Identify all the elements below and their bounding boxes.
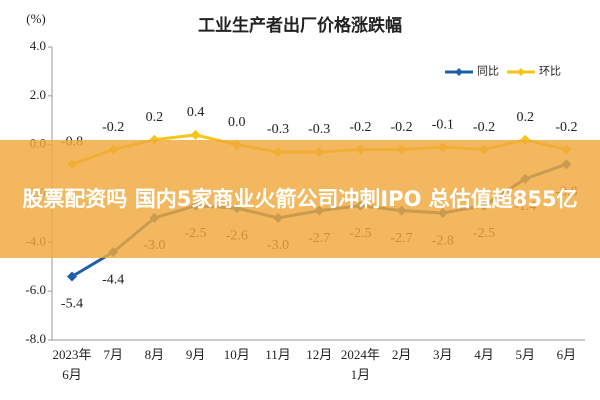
x-tick-label: 2023年 6月: [52, 347, 91, 382]
value-label: -0.2: [102, 120, 124, 135]
value-label: 0.0: [228, 115, 246, 130]
banner-text: 股票配资吗 国内5家商业火箭公司冲刺IPO 总估值超855亿: [22, 187, 578, 211]
chart-title: 工业生产者出厂价格涨跌幅: [198, 15, 402, 36]
banner: 股票配资吗 国内5家商业火箭公司冲刺IPO 总估值超855亿: [0, 140, 600, 258]
value-label: -0.3: [308, 122, 330, 137]
y-tick-label: 4.0: [30, 38, 46, 53]
legend-label: 同比: [477, 65, 499, 78]
marker: [190, 129, 201, 140]
value-label: -0.2: [349, 120, 371, 135]
x-tick-label: 9月: [186, 347, 206, 362]
value-label: -0.1: [432, 117, 454, 132]
legend-marker: [455, 68, 463, 76]
value-label: -4.4: [102, 272, 124, 287]
value-label: -0.2: [391, 120, 413, 135]
x-tick-label: 7月: [103, 347, 123, 362]
x-tick-label: 2月: [392, 347, 412, 362]
y-unit: (%): [26, 11, 46, 26]
value-label: -0.2: [473, 120, 495, 135]
x-tick-label: 2024年 1月: [341, 347, 380, 382]
value-label: -0.2: [555, 120, 577, 135]
value-label: 0.4: [187, 105, 205, 120]
legend-marker: [517, 68, 525, 76]
value-label: 0.2: [146, 110, 164, 125]
marker: [67, 271, 77, 282]
value-label: -5.4: [61, 297, 83, 312]
x-tick-label: 12月: [306, 347, 332, 362]
x-tick-label: 10月: [224, 347, 250, 362]
y-tick-label: 2.0: [30, 87, 46, 102]
y-tick-label: -6.0: [25, 282, 46, 297]
x-tick-label: 11月: [265, 347, 291, 362]
value-label: 0.2: [516, 110, 534, 125]
value-label: -0.3: [267, 122, 289, 137]
x-tick-label: 8月: [145, 347, 165, 362]
x-tick-label: 3月: [433, 347, 453, 362]
legend-label: 环比: [539, 65, 561, 78]
x-tick-label: 4月: [474, 347, 494, 362]
x-tick-label: 5月: [515, 347, 535, 362]
y-tick-label: -8.0: [25, 331, 46, 346]
x-tick-label: 6月: [557, 347, 577, 362]
